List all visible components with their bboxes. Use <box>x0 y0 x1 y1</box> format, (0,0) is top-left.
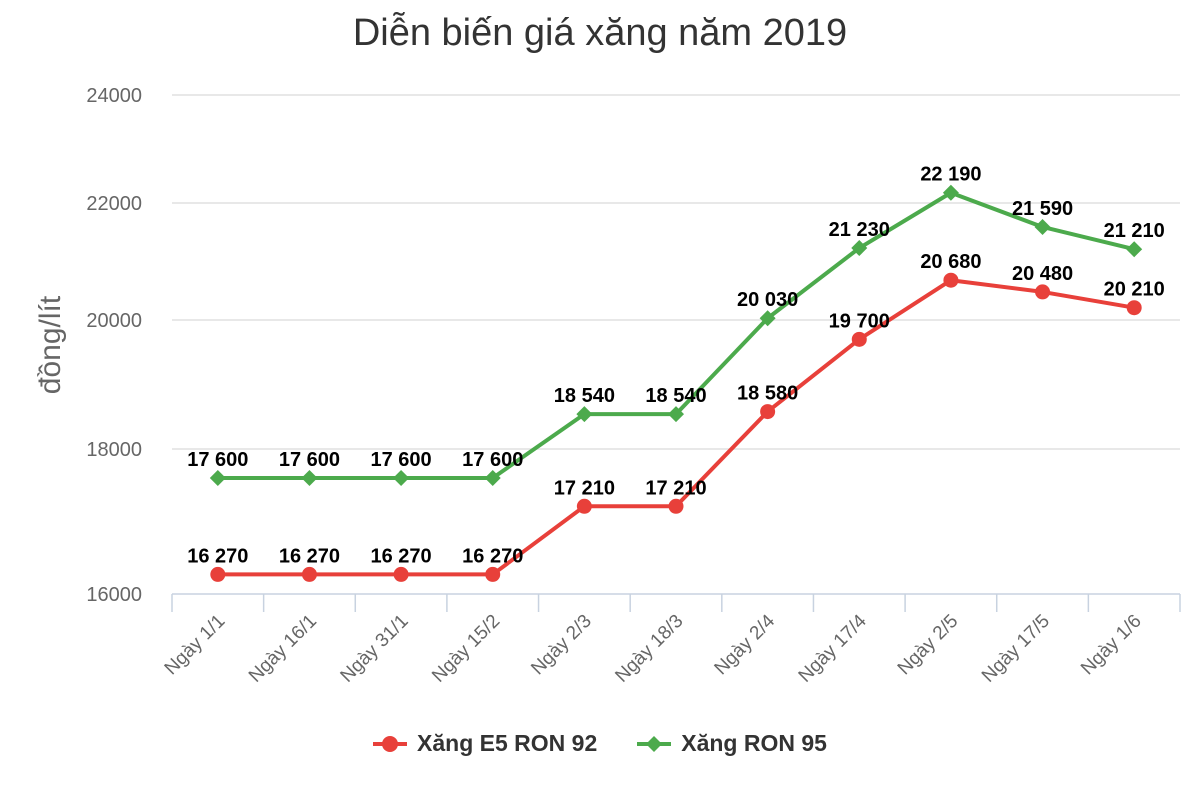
diamond-marker-icon <box>637 735 672 752</box>
x-tick-label: Ngày 1/6 <box>1077 611 1146 680</box>
data-point-diamond-marker[interactable] <box>851 240 868 257</box>
data-point-circle-marker[interactable] <box>210 566 226 582</box>
x-tick-label: Ngày 18/3 <box>611 611 687 687</box>
y-tick-label: 22000 <box>86 193 142 215</box>
gridlines <box>172 94 1180 450</box>
data-label: 18 580 <box>737 383 798 405</box>
data-label: 16 270 <box>187 545 248 567</box>
data-label: 20 680 <box>920 251 981 273</box>
legend: Xăng E5 RON 92 Xăng RON 95 <box>0 730 1200 757</box>
series-lines <box>209 184 1143 582</box>
data-point-diamond-marker[interactable] <box>484 470 501 486</box>
data-point-circle-marker[interactable] <box>943 272 959 288</box>
data-label: 17 210 <box>645 477 706 499</box>
data-point-circle-marker[interactable] <box>301 566 317 582</box>
data-label: 19 700 <box>829 310 890 332</box>
data-point-circle-marker[interactable] <box>576 498 592 514</box>
y-tick-label: 18000 <box>86 439 142 461</box>
data-label: 20 210 <box>1104 279 1165 301</box>
circle-marker-icon <box>373 735 408 752</box>
x-tick-label: Ngày 2/3 <box>527 611 596 680</box>
data-point-diamond-marker[interactable] <box>301 470 318 486</box>
data-point-circle-marker[interactable] <box>393 566 409 582</box>
data-label: 22 190 <box>920 164 981 186</box>
data-label: 20 030 <box>737 289 798 311</box>
y-tick-label: 16000 <box>86 584 142 606</box>
legend-item-e5-ron92[interactable]: Xăng E5 RON 92 <box>373 730 597 757</box>
data-label: 16 270 <box>462 545 523 567</box>
x-tick-label: Ngày 17/5 <box>978 611 1054 687</box>
data-point-diamond-marker[interactable] <box>942 184 959 201</box>
x-tick-label: Ngày 31/1 <box>337 611 413 687</box>
x-tick-label: Ngày 1/1 <box>161 611 230 680</box>
x-axis: Ngày 1/1 Ngày 16/1 Ngày 31/1 Ngày 15/2 Ngày … <box>161 593 1181 687</box>
y-tick-label: 24000 <box>86 85 142 107</box>
data-point-diamond-marker[interactable] <box>209 470 226 486</box>
y-tick-label: 20000 <box>86 310 142 332</box>
data-label: 16 270 <box>279 545 340 567</box>
data-label: 17 600 <box>371 449 432 471</box>
x-tick-label: Ngày 2/4 <box>711 610 780 679</box>
data-point-circle-marker[interactable] <box>760 404 776 420</box>
x-tick-label: Ngày 16/1 <box>245 611 321 687</box>
data-label: 17 210 <box>554 477 615 499</box>
data-point-diamond-marker[interactable] <box>759 310 776 327</box>
data-label: 18 540 <box>645 385 706 407</box>
data-label: 17 600 <box>279 449 340 471</box>
x-tick-label: Ngày 15/2 <box>428 611 504 687</box>
data-point-diamond-marker[interactable] <box>576 406 593 423</box>
data-label: 17 600 <box>462 449 523 471</box>
data-point-diamond-marker[interactable] <box>393 470 410 486</box>
data-point-circle-marker[interactable] <box>1035 284 1051 300</box>
series-line <box>217 278 1135 577</box>
series-line <box>217 190 1135 480</box>
data-labels: 16 270 16 270 16 270 16 270 17 210 17 210 18 5… <box>187 164 1165 568</box>
data-label: 21 210 <box>1104 220 1165 242</box>
data-label: 20 480 <box>1012 263 1073 285</box>
legend-label: Xăng RON 95 <box>681 730 827 756</box>
data-label: 17 600 <box>187 449 248 471</box>
data-point-circle-marker[interactable] <box>851 331 867 347</box>
data-point-diamond-marker[interactable] <box>668 406 684 423</box>
legend-item-ron95[interactable]: Xăng RON 95 <box>637 730 827 757</box>
legend-label: Xăng E5 RON 92 <box>417 730 598 756</box>
data-point-circle-marker[interactable] <box>1126 300 1142 316</box>
data-label: 21 230 <box>829 219 890 241</box>
data-label: 16 270 <box>371 545 432 567</box>
chart-title: Diễn biến giá xăng năm 2019 <box>352 12 848 54</box>
x-tick-label: Ngày 17/4 <box>795 610 871 686</box>
data-point-circle-marker[interactable] <box>668 498 684 514</box>
y-axis-ticks: 24000 22000 20000 18000 16000 <box>86 85 142 606</box>
data-label: 18 540 <box>554 385 615 407</box>
x-tick-label: Ngày 2/5 <box>894 611 963 680</box>
data-point-diamond-marker[interactable] <box>1034 218 1051 235</box>
data-point-diamond-marker[interactable] <box>1126 241 1143 258</box>
data-label: 21 590 <box>1012 198 1073 220</box>
data-point-circle-marker[interactable] <box>485 566 501 582</box>
y-axis-label: đồng/lít <box>34 295 67 394</box>
